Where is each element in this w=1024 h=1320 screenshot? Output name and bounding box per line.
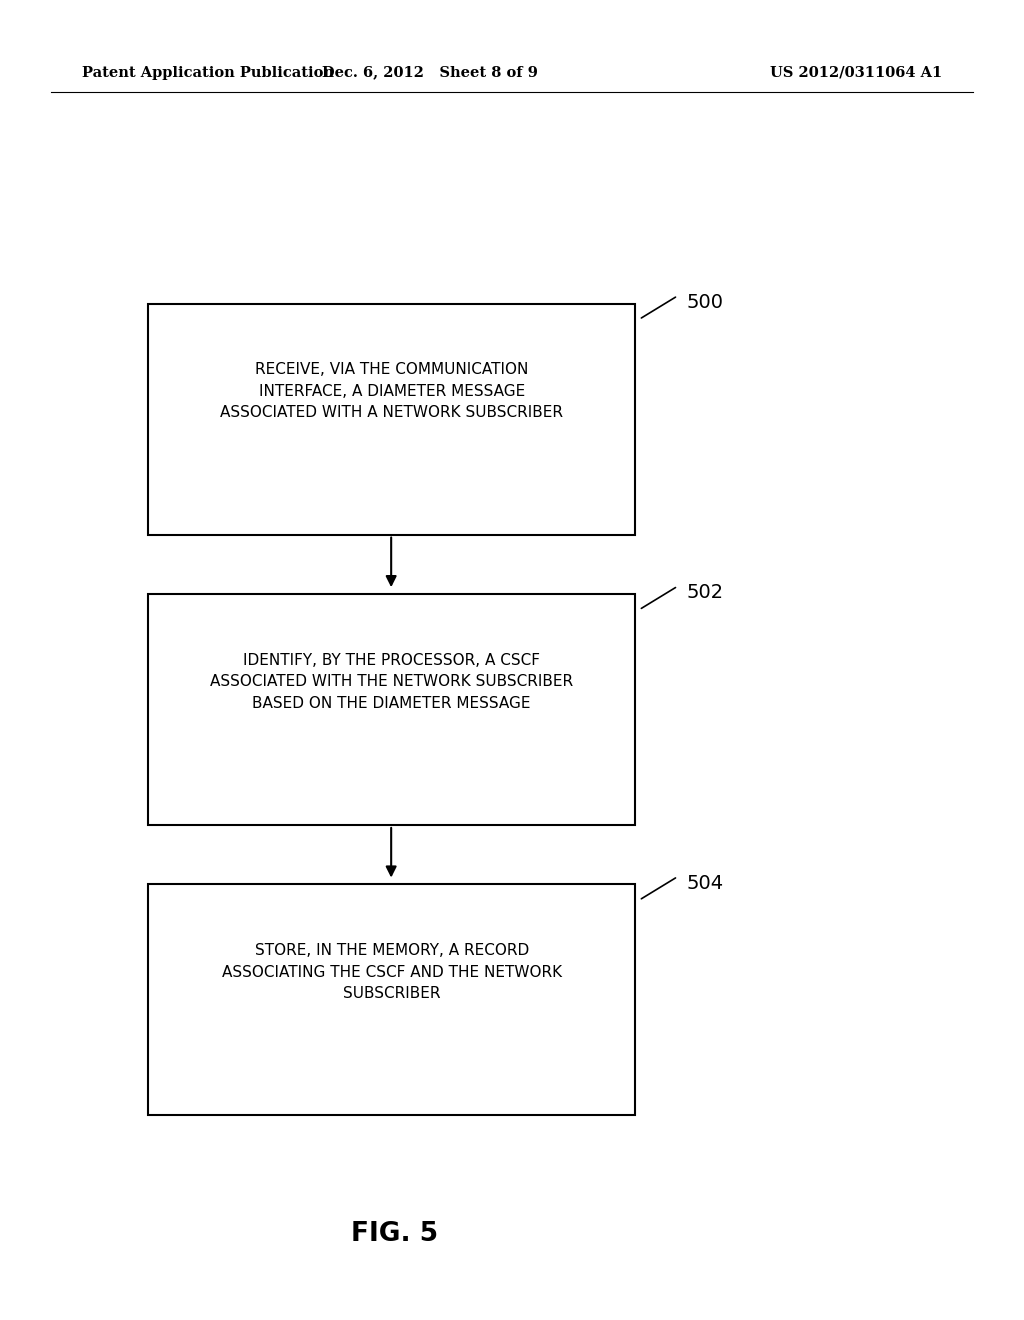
Text: 500: 500 [686, 293, 723, 312]
Text: 504: 504 [686, 874, 723, 892]
Bar [148, 884, 635, 1115]
Text: Patent Application Publication: Patent Application Publication [82, 66, 334, 79]
Text: RECEIVE, VIA THE COMMUNICATION
INTERFACE, A DIAMETER MESSAGE
ASSOCIATED WITH A N: RECEIVE, VIA THE COMMUNICATION INTERFACE… [220, 362, 563, 421]
Text: STORE, IN THE MEMORY, A RECORD
ASSOCIATING THE CSCF AND THE NETWORK
SUBSCRIBER: STORE, IN THE MEMORY, A RECORD ASSOCIATI… [221, 942, 562, 1002]
Text: 502: 502 [686, 583, 723, 602]
Bar [148, 304, 635, 535]
Text: IDENTIFY, BY THE PROCESSOR, A CSCF
ASSOCIATED WITH THE NETWORK SUBSCRIBER
BASED : IDENTIFY, BY THE PROCESSOR, A CSCF ASSOC… [210, 652, 573, 711]
Text: FIG. 5: FIG. 5 [350, 1221, 438, 1247]
Text: Dec. 6, 2012   Sheet 8 of 9: Dec. 6, 2012 Sheet 8 of 9 [323, 66, 538, 79]
Text: US 2012/0311064 A1: US 2012/0311064 A1 [770, 66, 942, 79]
Bar [148, 594, 635, 825]
